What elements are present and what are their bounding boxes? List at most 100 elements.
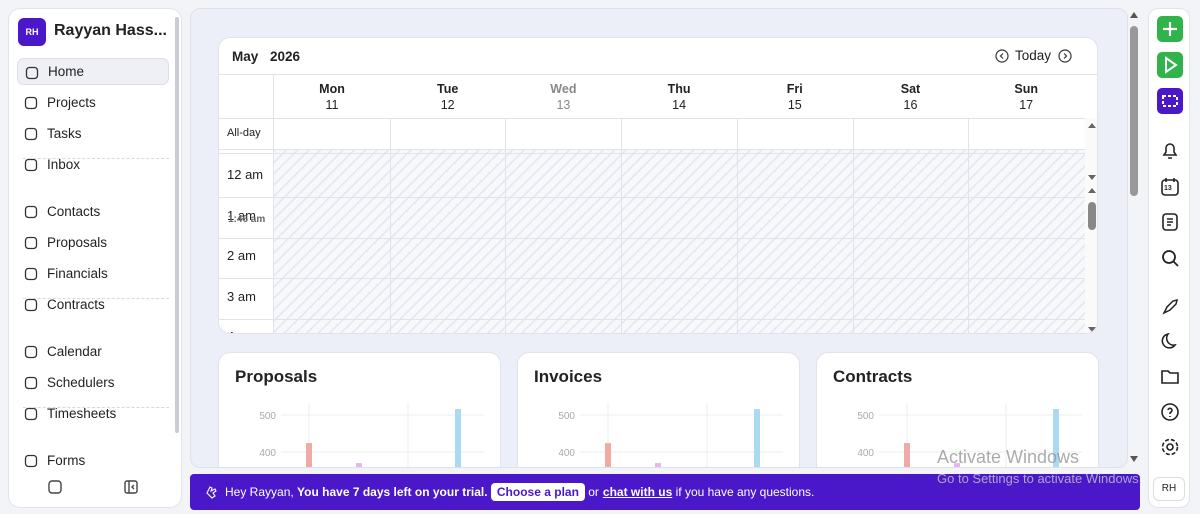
y-tick-label: 400 (857, 448, 874, 459)
nav-item[interactable]: Inbox (17, 151, 169, 178)
mini-chart: 500 400 (558, 403, 783, 467)
user-name[interactable]: Rayyan Hass... (54, 22, 167, 39)
day-header: Sat 16 (853, 81, 969, 113)
summary-card: Invoices 500 400 (517, 352, 800, 467)
day-name: Wed (550, 82, 577, 96)
notes-icon[interactable] (1158, 210, 1182, 234)
nav-label: Financials (47, 266, 108, 281)
bar (605, 443, 611, 467)
row-line (219, 197, 1085, 198)
nav-label: Inbox (47, 157, 81, 172)
nav-icon (24, 236, 38, 250)
hour-label: 2 am (227, 248, 256, 263)
search-icon[interactable] (1158, 246, 1182, 270)
trial-text: You have 7 days left on your trial. (297, 485, 488, 499)
card-title: Contracts (833, 367, 913, 386)
folder-icon[interactable] (1158, 364, 1182, 388)
day-date: 14 (672, 98, 687, 112)
add-button[interactable] (1157, 16, 1183, 42)
nav-item[interactable]: Schedulers (17, 369, 169, 396)
icon-shape (25, 66, 39, 80)
moon-icon[interactable] (1158, 329, 1182, 353)
card-title: Proposals (235, 367, 318, 386)
calendar-icon[interactable] (1158, 175, 1182, 199)
prev[interactable] (995, 49, 1009, 63)
day-name: Mon (319, 82, 345, 96)
year: 2026 (270, 49, 301, 64)
day-date: 15 (787, 98, 802, 112)
nav-icon (24, 298, 38, 312)
icon-shape (24, 454, 38, 468)
nav-item[interactable]: Calendar (17, 338, 169, 365)
nav-item[interactable]: Projects (17, 89, 169, 116)
nav-label: Proposals (47, 235, 108, 250)
bar (356, 463, 362, 467)
nav-item[interactable]: Timesheets (17, 400, 169, 427)
bar (1053, 409, 1059, 467)
nav-item[interactable]: Forms (17, 447, 169, 474)
y-tick-label: 500 (857, 411, 874, 422)
bell-icon[interactable] (1158, 138, 1182, 162)
bar (306, 443, 312, 467)
avatar[interactable]: RH (1153, 477, 1185, 501)
main: May 2026 Today All-day Mon 11 Tue 12 Wed 13 Th… (190, 8, 1128, 468)
icon-shape (24, 376, 38, 390)
nav-item[interactable]: Contacts (17, 198, 169, 225)
summary-card: Proposals 500 400 (218, 352, 501, 467)
avatar[interactable]: RH (18, 18, 46, 46)
nav-item[interactable]: Contracts (17, 291, 169, 318)
icon-shape (24, 298, 38, 312)
row-line (219, 153, 1085, 154)
day-header: Wed 13 (505, 81, 621, 113)
y-tick-label: 500 (558, 411, 575, 422)
icon-shape (24, 345, 38, 359)
scrollbar[interactable] (1085, 118, 1097, 333)
help-icon[interactable] (1158, 400, 1182, 424)
divider (219, 149, 1097, 150)
play-button[interactable] (1157, 52, 1183, 78)
column-line (389, 118, 391, 333)
nav-item[interactable]: Home (17, 58, 169, 85)
settings-icon[interactable] (47, 479, 63, 495)
nav-icon (24, 205, 38, 219)
nav-item[interactable]: Financials (17, 260, 169, 287)
choose-plan-button[interactable]: Choose a plan (490, 483, 585, 501)
bar (904, 443, 910, 467)
mini-chart: 500 400 (259, 403, 484, 467)
bar (455, 409, 461, 467)
nav-item[interactable]: Proposals (17, 229, 169, 256)
day-header: Thu 14 (621, 81, 737, 113)
nav-icon (24, 376, 38, 390)
nav-label: Forms (47, 453, 86, 468)
select-button[interactable] (1157, 88, 1183, 114)
column-line (505, 118, 507, 333)
y-tick-label: 400 (558, 448, 575, 459)
next[interactable] (1058, 49, 1072, 63)
today-button[interactable]: Today (1015, 48, 1052, 63)
calendar-day: 13 (1164, 185, 1172, 192)
collapse-icon[interactable] (123, 479, 139, 495)
icon-shape (24, 96, 38, 110)
settings-icon[interactable] (1158, 435, 1182, 459)
nav-icon (24, 127, 38, 141)
separator (23, 298, 169, 299)
main-scrollbar[interactable] (1128, 8, 1140, 468)
nav-label: Contracts (47, 297, 105, 312)
time-grid: 12 am 1 am 2 am 3 am 4 am 1:46 am (219, 150, 1085, 333)
column-line (852, 118, 854, 333)
rocket-icon[interactable] (1158, 295, 1182, 319)
scrollbar[interactable] (175, 17, 179, 433)
nav-label: Calendar (47, 344, 102, 359)
sidebar: RH Rayyan Hass... Home Projects Tasks Inbox… (8, 8, 182, 508)
now-label: 1:46 am (228, 214, 266, 225)
bar (655, 463, 661, 467)
chat-link[interactable]: chat with us (602, 485, 673, 499)
nav-icon (24, 96, 38, 110)
nav-item[interactable]: Tasks (17, 120, 169, 147)
icon-shape (24, 158, 38, 172)
hatch (274, 150, 1085, 333)
tail: if you have any questions. (675, 485, 815, 499)
nav-icon (24, 407, 38, 421)
divider (219, 74, 1097, 75)
